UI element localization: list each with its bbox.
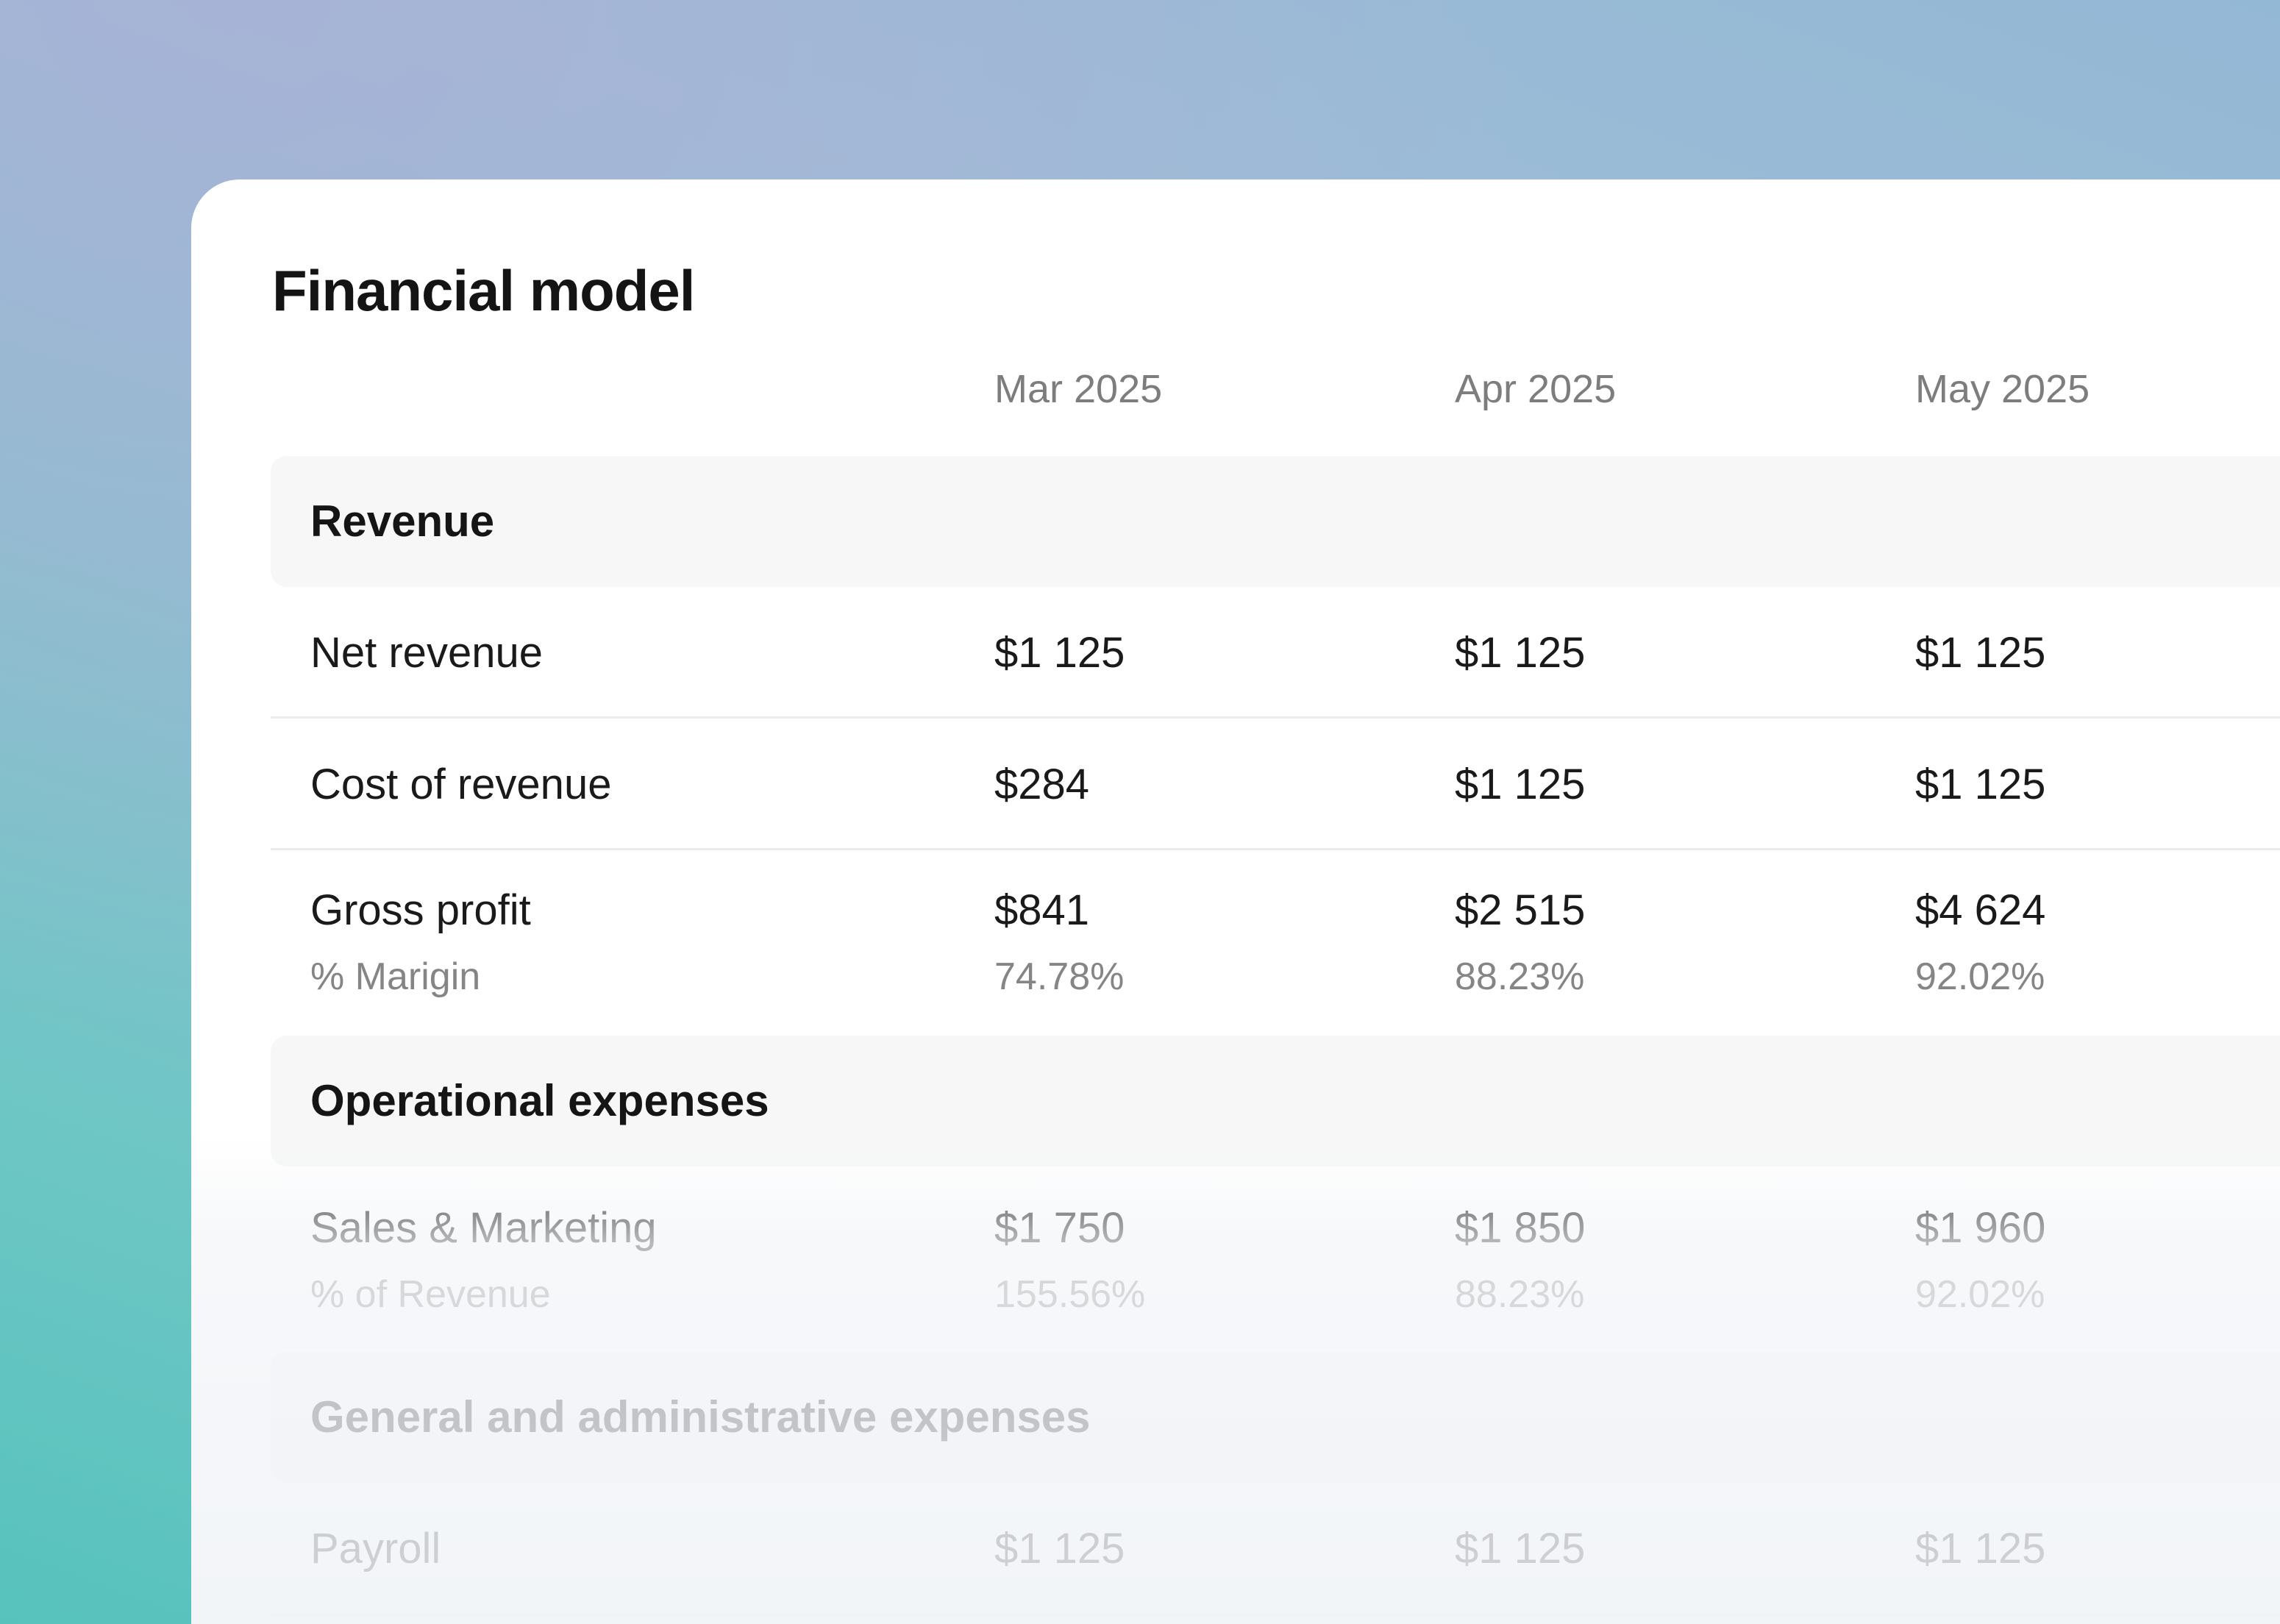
value-cell: $1 125 [1915, 629, 2046, 677]
sub-value-cell: 92.02% [1915, 1273, 2045, 1316]
value-cell: $1 125 [1455, 1525, 1586, 1573]
section-label: Revenue [310, 496, 495, 546]
page-title: Financial model [272, 258, 695, 323]
section-general-administrative-expenses[interactable]: General and administrative expenses [271, 1352, 2280, 1483]
value-cell: $1 125 [994, 629, 1125, 677]
row-label: Sales & Marketing [310, 1204, 657, 1252]
value-cell: $1 850 [1455, 1204, 1586, 1252]
column-header-mar-2025: Mar 2025 [994, 367, 1163, 411]
value-cell: $1 750 [994, 1204, 1125, 1252]
sub-value-cell: 88.23% [1455, 955, 1585, 998]
row-label: Payroll [310, 1525, 441, 1573]
value-cell: $4 624 [1915, 886, 2046, 934]
section-revenue[interactable]: Revenue [271, 456, 2280, 587]
financial-model-panel: Financial model Mar 2025 Apr 2025 May 20… [191, 179, 2280, 1624]
row-label: Cost of revenue [310, 761, 612, 808]
table-row-sales-marketing[interactable]: Sales & Marketing $1 750 $1 850 $1 960 %… [271, 1167, 2280, 1358]
value-cell: $284 [994, 761, 1090, 808]
value-cell: $2 515 [1455, 886, 1586, 934]
sub-value-cell: 74.78% [994, 955, 1125, 998]
section-operational-expenses[interactable]: Operational expenses [271, 1036, 2280, 1167]
section-label: General and administrative expenses [310, 1392, 1091, 1442]
value-cell: $1 125 [1455, 629, 1586, 677]
section-label: Operational expenses [310, 1076, 769, 1125]
table-row-payroll[interactable]: Payroll $1 125 $1 125 $1 125 [271, 1483, 2280, 1616]
value-cell: $1 960 [1915, 1204, 2046, 1252]
table-row-gross-profit[interactable]: Gross profit $841 $2 515 $4 624 % Marigi… [271, 850, 2280, 1036]
column-header-apr-2025: Apr 2025 [1455, 367, 1617, 411]
value-cell: $1 125 [1915, 761, 2046, 808]
value-cell: $1 125 [994, 1525, 1125, 1573]
sub-value-cell: 155.56% [994, 1273, 1146, 1316]
row-sub-label: % of Revenue [310, 1273, 551, 1316]
value-cell: $841 [994, 886, 1090, 934]
column-header-may-2025: May 2025 [1915, 367, 2090, 411]
value-cell: $1 125 [1455, 761, 1586, 808]
row-sub-label: % Marigin [310, 955, 481, 998]
sub-value-cell: 92.02% [1915, 955, 2045, 998]
value-cell: $1 125 [1915, 1525, 2046, 1573]
table-row-cost-of-revenue[interactable]: Cost of revenue $284 $1 125 $1 125 [271, 719, 2280, 850]
row-label: Net revenue [310, 629, 543, 677]
row-label: Gross profit [310, 886, 531, 934]
sub-value-cell: 88.23% [1455, 1273, 1585, 1316]
table-row-net-revenue[interactable]: Net revenue $1 125 $1 125 $1 125 [271, 587, 2280, 719]
